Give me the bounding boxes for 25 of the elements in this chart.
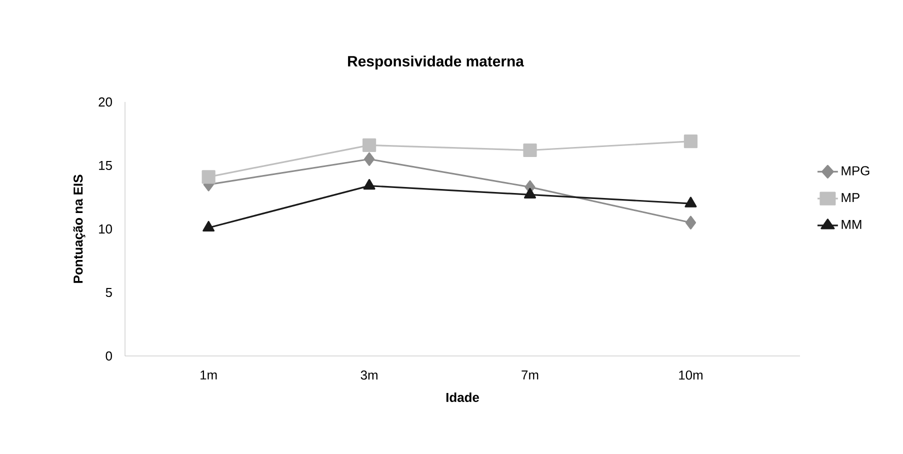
point: [684, 134, 698, 148]
point: [362, 138, 376, 152]
y-axis-title: Pontuação na EIS: [73, 174, 86, 283]
point: [364, 152, 375, 166]
x-tick-label: 7m: [522, 370, 538, 380]
y-tick-label: 5: [106, 288, 112, 297]
point: [363, 179, 376, 190]
x-tick-label: 1m: [200, 370, 217, 380]
point: [202, 170, 216, 184]
y-tick-label: 0: [106, 351, 112, 361]
point: [524, 188, 536, 198]
x-axis-title: Idade: [446, 392, 479, 402]
y-tick-label: 20: [98, 97, 112, 107]
point: [685, 216, 696, 230]
legend-label: MP: [842, 193, 860, 202]
x-tick-label: 3m: [360, 370, 378, 380]
point: [684, 196, 697, 208]
y-tick-label: 10: [99, 224, 112, 234]
legend-label: MM: [842, 220, 862, 229]
chart-title: Responsividade materna: [348, 56, 524, 70]
point: [202, 220, 215, 232]
point: [523, 143, 537, 158]
legend-label: MPG: [842, 166, 870, 176]
x-tick-label: 10m: [679, 370, 702, 380]
y-tick-label: 15: [99, 160, 112, 170]
